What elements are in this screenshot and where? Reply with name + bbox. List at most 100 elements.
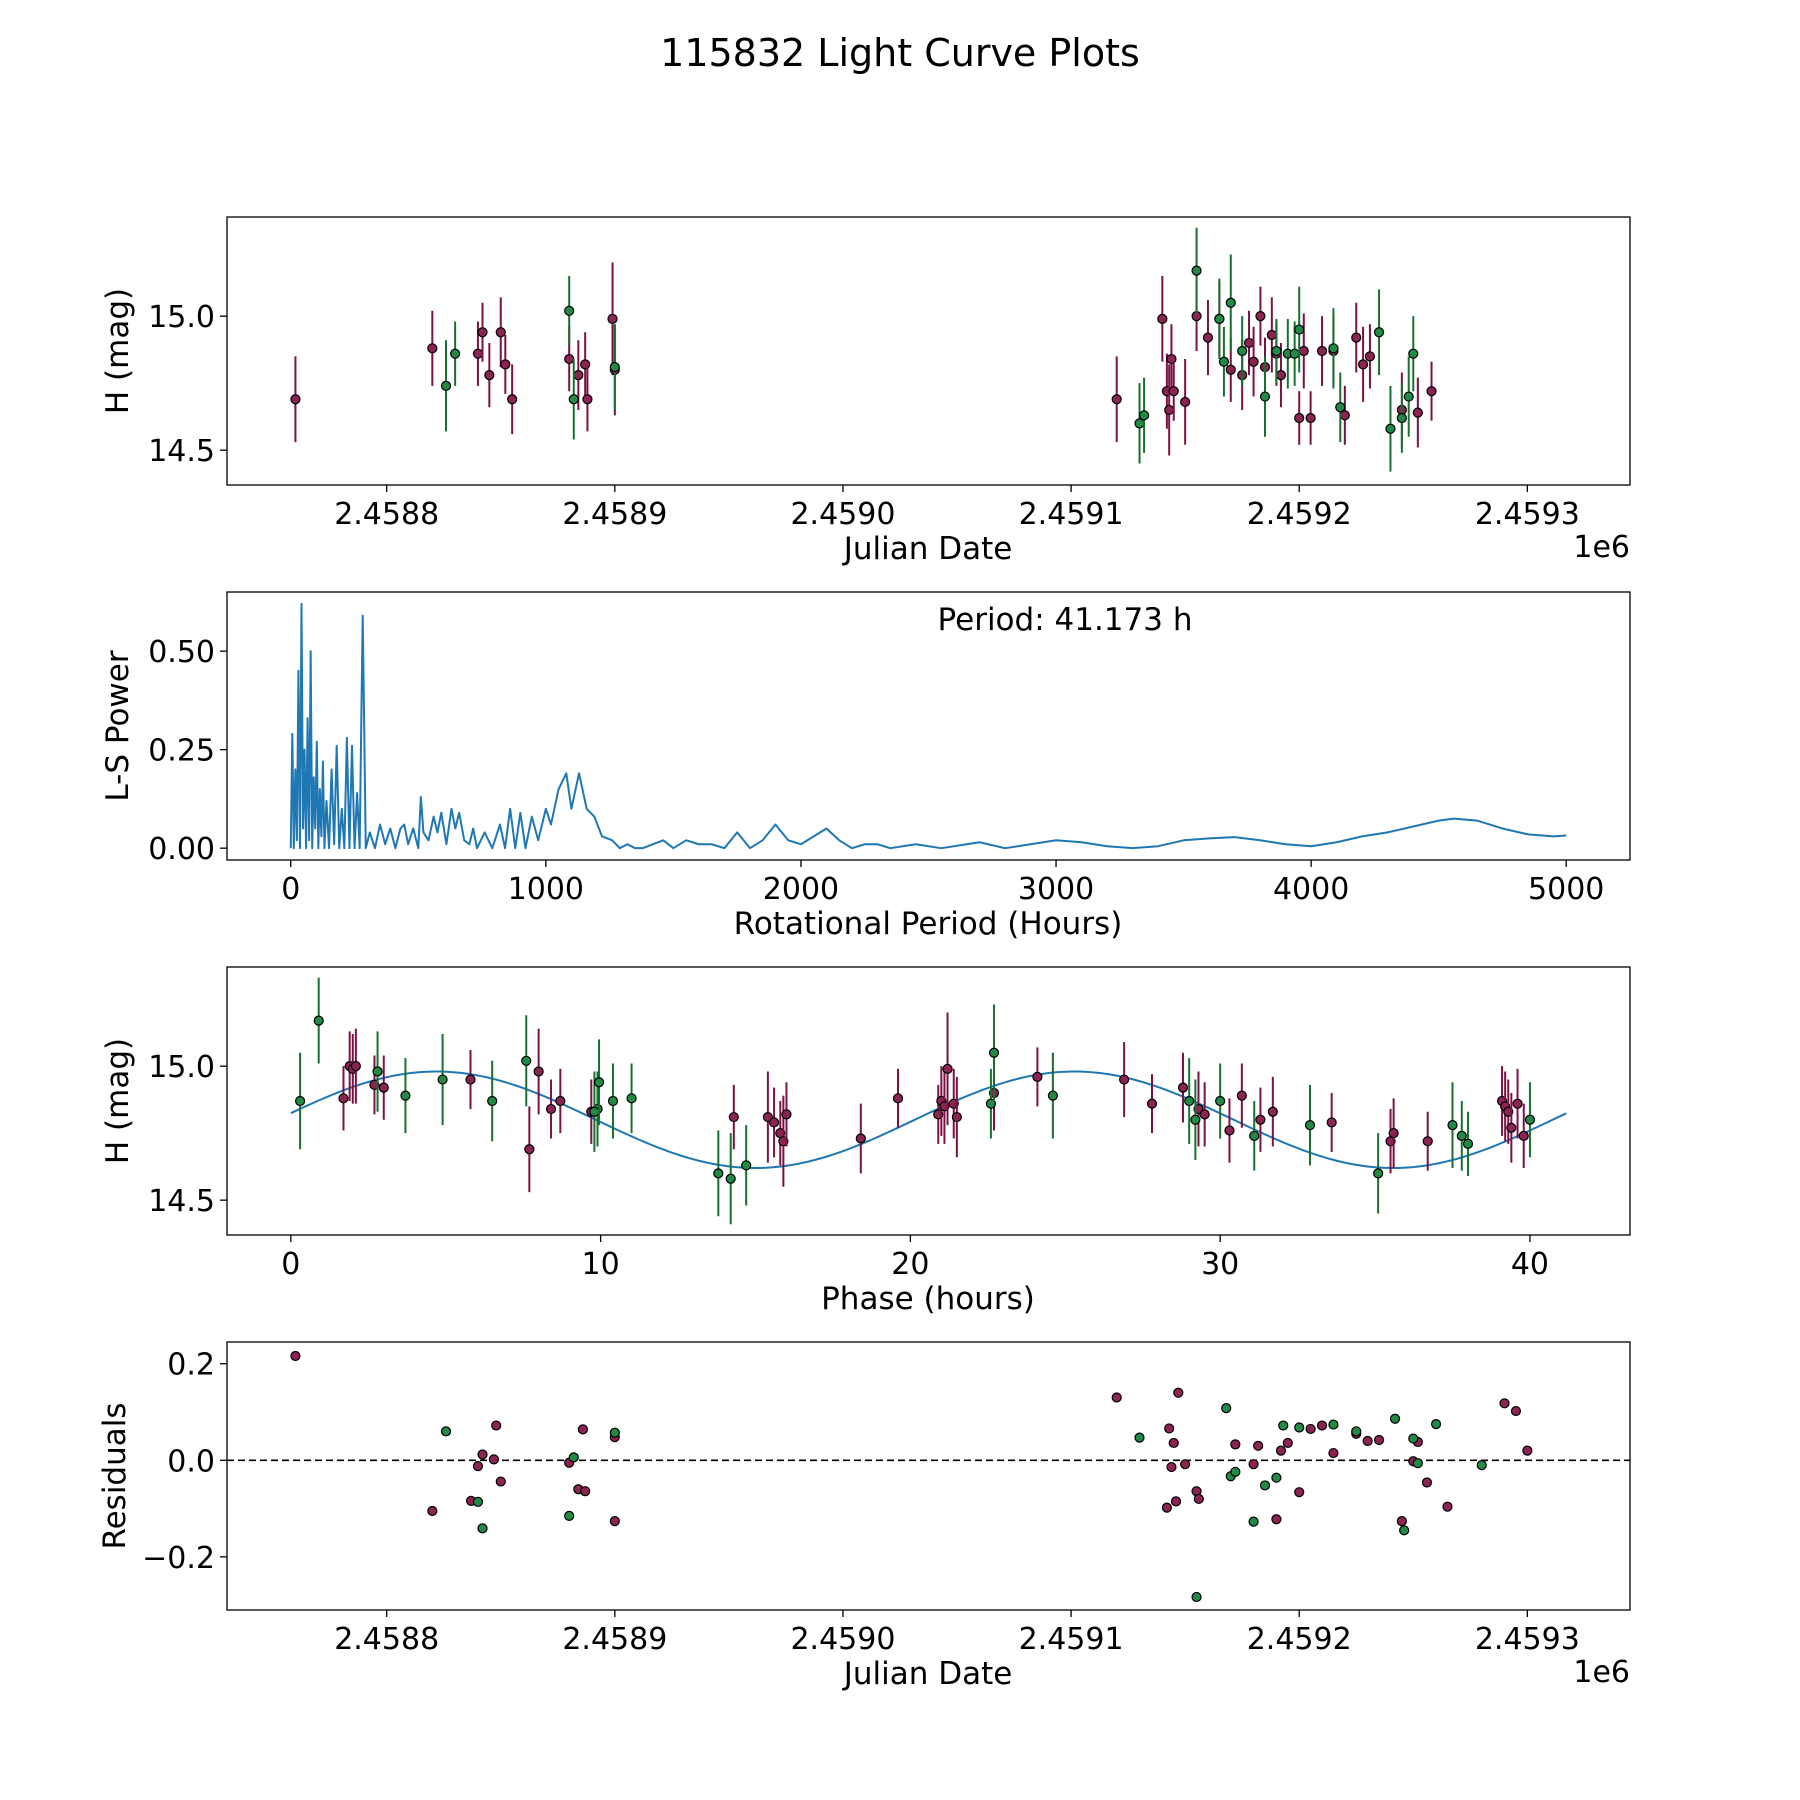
residuals-red-point	[1161, 1502, 1172, 1513]
phase-red-point	[1512, 1098, 1523, 1109]
lightcurve-ticks: 2.4588 2.4589 2.4590 2.4591 2.4592 2.4593 14.5…	[148, 300, 1580, 532]
lightcurve-green-point	[440, 380, 452, 391]
phase-red-point	[338, 1093, 349, 1104]
lightcurve-red-point	[472, 348, 484, 359]
lightcurve-green-point	[609, 361, 620, 373]
lightcurve-green-point	[450, 348, 461, 359]
lightcurve-red-point	[495, 327, 506, 338]
phase-red-point	[1255, 1114, 1266, 1125]
residuals-green-point	[1230, 1466, 1241, 1477]
periodogram-ticks: 0 1000 2000 3000 4000 5000 0.00 0.25 0.50	[148, 635, 1604, 907]
phase-green-point	[1304, 1120, 1316, 1131]
phase-green-point	[725, 1173, 736, 1184]
residuals-red-point	[1421, 1477, 1433, 1488]
phase-green-point	[1456, 1130, 1467, 1141]
lightcurve-red-point	[1164, 404, 1175, 416]
periodogram-ytick-label: 0.50	[148, 635, 215, 670]
residuals-red-point	[1166, 1461, 1177, 1473]
residuals-red-point	[1271, 1514, 1282, 1525]
phase-green-point	[607, 1095, 619, 1107]
lightcurve-red-point	[1412, 407, 1423, 418]
phase-green-point	[1447, 1120, 1458, 1131]
lightcurve-red-point	[1225, 364, 1236, 375]
phase-green-point	[985, 1098, 997, 1109]
residuals-red-point	[488, 1454, 500, 1465]
lightcurve-green-point	[1218, 356, 1230, 367]
phase-red-point	[1199, 1109, 1210, 1120]
phase-red-point	[1146, 1098, 1158, 1109]
residuals-red-point	[1362, 1435, 1373, 1447]
residuals-red-point	[1522, 1445, 1533, 1456]
periodogram-xlabel: Rotational Period (Hours)	[734, 906, 1123, 942]
lightcurve-red-point	[1166, 353, 1177, 365]
phase-green-point	[1215, 1095, 1226, 1107]
figure-title: 115832 Light Curve Plots	[660, 31, 1140, 75]
phase-red-point	[533, 1066, 544, 1077]
residuals-green-point	[1271, 1472, 1282, 1483]
phase-xtick-label: 10	[582, 1247, 620, 1282]
phase-red-point	[768, 1117, 780, 1128]
phase-green-point	[593, 1077, 605, 1088]
lightcurve-ytick-label: 14.5	[148, 434, 215, 469]
lightcurve-green-point	[1408, 348, 1419, 359]
residuals-red-point	[427, 1505, 438, 1517]
residuals-green-point	[1221, 1403, 1232, 1414]
lightcurve-green-point	[1396, 412, 1407, 424]
lightcurve-red-point	[1316, 345, 1328, 357]
lightcurve-ylabel: H (mag)	[100, 288, 136, 414]
lightcurve-ytick-label: 15.0	[148, 300, 215, 335]
residuals-green-point	[1191, 1591, 1202, 1603]
residuals-red-point	[1282, 1437, 1293, 1449]
residuals-frame	[226, 1341, 1631, 1611]
residuals-red-point	[495, 1476, 506, 1487]
periodogram-xtick-label: 1000	[508, 872, 584, 907]
residuals-ylabel: Residuals	[97, 1402, 133, 1549]
lightcurve-xtick-label: 2.4590	[790, 497, 895, 532]
phase-red-point	[350, 1061, 361, 1072]
phase-green-point	[1524, 1114, 1536, 1125]
periodogram-power-line	[289, 602, 1567, 850]
lightcurve-panel: 2.4588 2.4589 2.4590 2.4591 2.4592 2.4593 14.5…	[100, 216, 1631, 567]
phase-red-point	[1119, 1074, 1130, 1085]
phase-xtick-label: 20	[891, 1247, 929, 1282]
residuals-green-point	[564, 1510, 575, 1521]
periodogram-annotation: Period: 41.173 h	[938, 602, 1193, 638]
lightcurve-red-point	[582, 394, 593, 405]
lightcurve-xtick-label: 2.4593	[1475, 497, 1580, 532]
residuals-red-point	[1396, 1516, 1407, 1527]
lightcurve-offset-text: 1e6	[1573, 530, 1630, 565]
residuals-red-point	[1248, 1459, 1259, 1470]
residuals-green-point	[472, 1496, 484, 1507]
lightcurve-red-point	[507, 394, 518, 405]
lightcurve-red-point	[290, 394, 301, 405]
residuals-green-point	[1430, 1418, 1442, 1430]
residuals-green-point	[1399, 1525, 1410, 1536]
periodogram-xtick-label: 4000	[1273, 872, 1349, 907]
residuals-green-point	[1351, 1426, 1362, 1437]
phase-green-point	[295, 1095, 306, 1107]
phase-xtick-label: 30	[1201, 1247, 1239, 1282]
phase-ticks: 0 10 20 30 40 14.5 15.0	[148, 1050, 1549, 1282]
lightcurve-green-point	[1214, 313, 1225, 324]
residuals-xtick-label: 2.4589	[562, 1622, 667, 1657]
phase-frame	[226, 966, 1631, 1236]
lightcurve-red-point	[1298, 345, 1309, 357]
lightcurve-marks	[290, 227, 1437, 472]
residuals-green-point	[477, 1523, 488, 1534]
residuals-red-point	[1180, 1459, 1191, 1470]
periodogram-ytick-label: 0.25	[148, 734, 215, 769]
lightcurve-red-point	[484, 370, 495, 381]
phase-ylabel: H (mag)	[100, 1038, 136, 1164]
phase-red-point	[781, 1109, 792, 1120]
periodogram-xtick-label: 0	[281, 872, 300, 907]
phase-green-point	[589, 1106, 600, 1117]
lightcurve-red-point	[1357, 359, 1369, 370]
lightcurve-green-point	[1138, 410, 1150, 421]
lightcurve-red-point	[427, 343, 438, 354]
periodogram-xtick-label: 5000	[1528, 872, 1604, 907]
residuals-red-point	[609, 1516, 620, 1527]
lightcurve-green-point	[568, 394, 579, 405]
lightcurve-red-point	[1111, 394, 1122, 405]
phase-xtick-label: 0	[281, 1247, 300, 1282]
